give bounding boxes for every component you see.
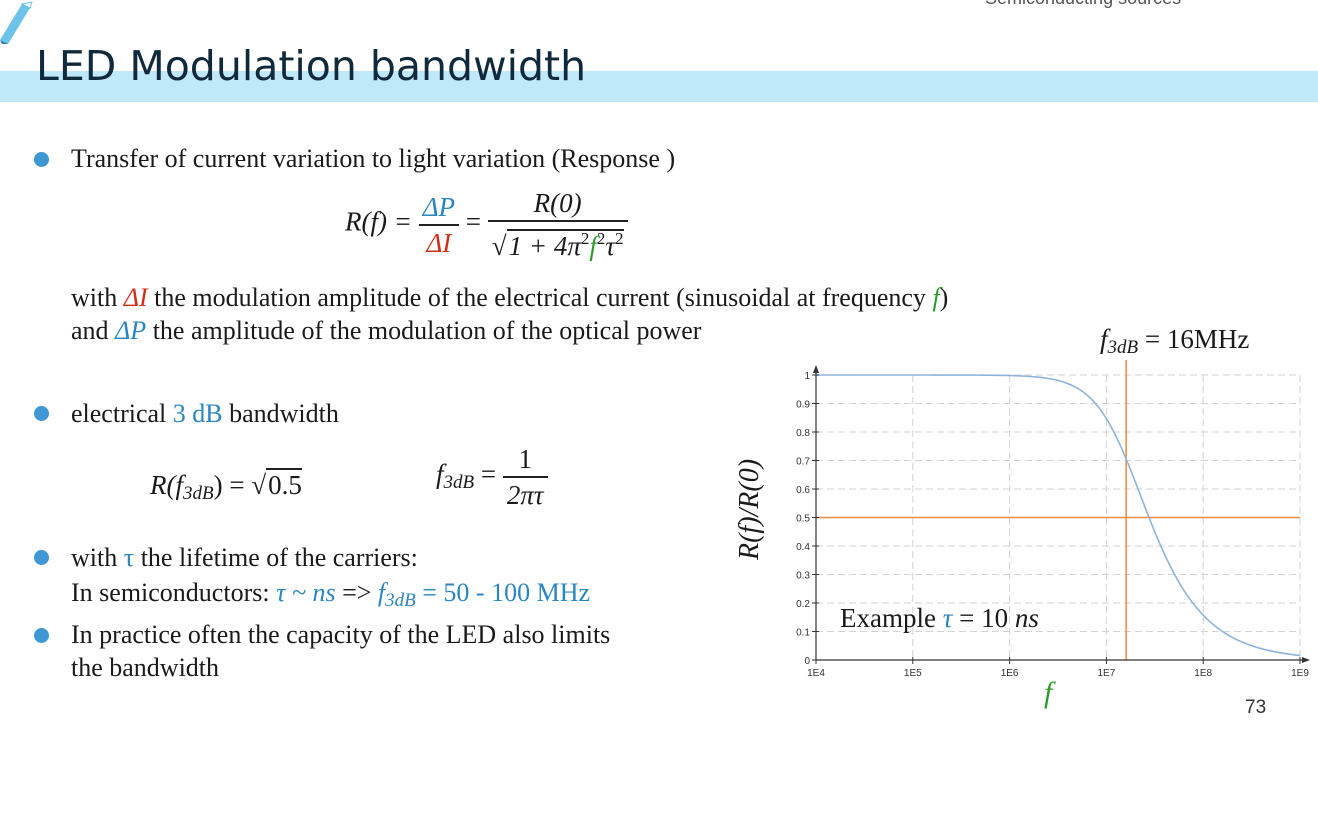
response-equation: R(f) = ΔP ΔI = R(0) √1 + 4π2f2τ2 [345,186,628,263]
page-title: LED Modulation bandwidth [36,42,587,90]
chart-y-axis-label: R(f)/R(0) [734,458,765,560]
y-tick-label: 0.4 [796,542,810,553]
curve-layer [816,374,1301,657]
y-tick-label: 0.8 [796,428,810,439]
semiconductor-lifetime-text: In semiconductors: τ ~ ns => f3dB = 50 -… [71,578,591,611]
pen-logo-icon [0,1,33,44]
y-axis-arrow [813,365,819,373]
response-chart: 0 0.1 0.2 0.3 0.4 0.5 0.6 0.7 0.8 0.9 1 1E4 1E5 1E6 1E… [796,360,1310,679]
x-tick-label: 1E8 [1194,668,1212,679]
eq1-denominator: √1 + 4π2f2τ2 [487,220,628,263]
bullet-dot [34,152,49,167]
eq1-root-f: f [589,231,597,261]
eq1-fraction-power-current: ΔP ΔI [418,190,460,260]
chart-x-axis-label: f [1044,676,1053,709]
eq1-r0: R(0) [533,188,582,218]
x-tick-label: 1E6 [1001,668,1019,679]
x-tick-label: 1E7 [1098,668,1116,679]
marker-layer [816,360,1300,660]
eq1-root-tau: τ [605,231,616,261]
bullet-bandwidth-text: electrical 3 dB bandwidth [71,399,339,428]
bandwidth-formula: f3dB = 1 2πτ [436,442,548,512]
eq1-lhs: R(f) = [345,206,412,237]
y-tick-label: 0.3 [796,571,810,582]
bullet-dot [34,628,49,643]
title-band [0,71,1318,102]
page-number: 73 [1245,697,1267,718]
bullet-lifetime-text: with τ the lifetime of the carriers: [71,543,418,572]
eq1-root-expr: 1 + 4π [508,231,581,261]
delta-i-description: with ΔI the modulation amplitude of the … [71,283,949,312]
x-tick-label: 1E4 [807,668,825,679]
eq1-delta-i: ΔI [418,223,460,260]
bullet-response-text: Transfer of current variation to light v… [71,144,676,173]
x-tick-label: 1E5 [904,668,922,679]
y-tick-label: 0.1 [796,628,810,639]
y-tick-label: 0.5 [796,514,810,525]
x-tick-label: 1E9 [1291,668,1309,679]
delta-p-description: and ΔP the amplitude of the modulation o… [71,316,702,345]
tick-layer: 0 0.1 0.2 0.3 0.4 0.5 0.6 0.7 0.8 0.9 1 1E4 1E5 1E6 1E… [796,371,1309,679]
y-tick-label: 0 [804,656,810,667]
bullet-capacity-text: In practice often the capacity of the LE… [71,620,611,649]
y-tick-label: 0.2 [796,599,810,610]
chart-title: f3dB = 16MHz [1100,324,1250,358]
y-tick-label: 0.9 [796,400,810,411]
eq1-delta-p: ΔP [422,191,456,222]
response-curve [816,374,1301,657]
y-tick-label: 0.7 [796,457,810,468]
y-tick-label: 1 [804,371,810,382]
chart-annotation: Example τ = 10 ns [840,603,1039,633]
bullet-capacity-text-line2: the bandwidth [71,653,220,682]
eq1-equals: = [465,206,482,237]
axis-layer [812,365,1310,664]
eq1-fraction-normalized: R(0) √1 + 4π2f2τ2 [487,186,628,263]
bandwidth-condition-equation: R(f3dB) = √0.5 [150,468,302,504]
bullet-dot [34,550,49,565]
bullet-dot [34,406,49,421]
y-tick-label: 0.6 [796,485,810,496]
x-axis-arrow [1302,657,1310,663]
header-note: Semiconducting sources [985,0,1181,9]
